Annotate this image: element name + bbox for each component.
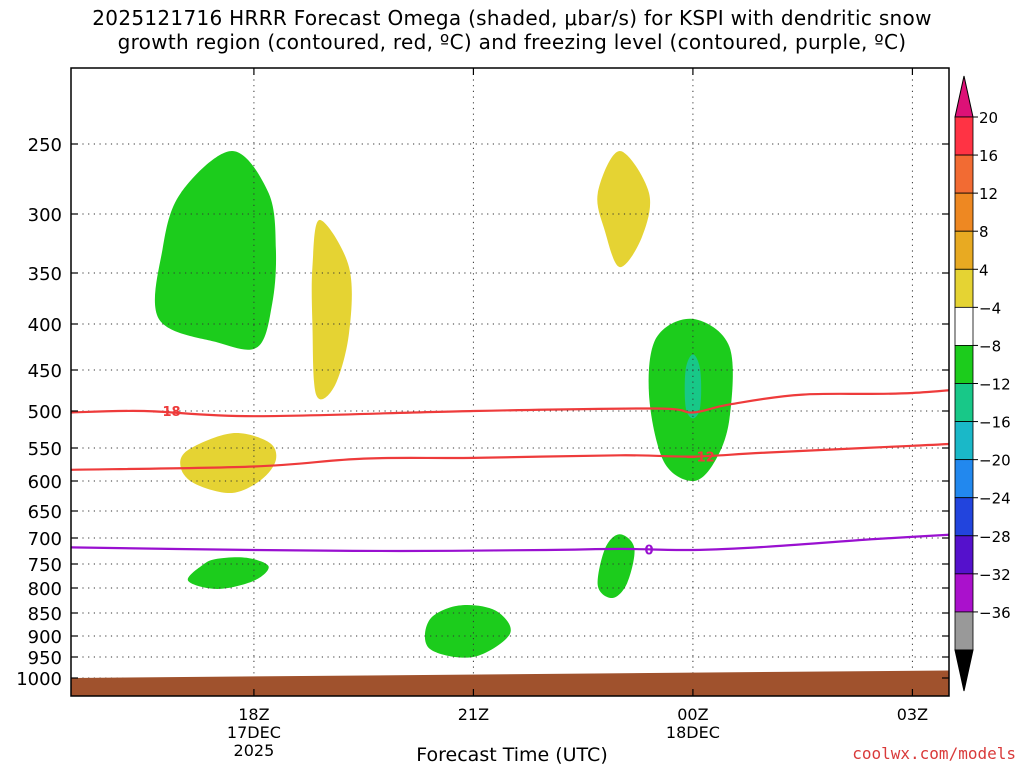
y-tick-label-500: 500	[28, 402, 62, 423]
y-tick-label-750: 750	[28, 555, 62, 576]
omega-region-yellow-2	[180, 433, 277, 494]
colorbar-label-4: 4	[979, 261, 989, 279]
colorbar-label-9: −20	[979, 452, 1011, 470]
x-tick-label-00Z-1: 18DEC	[666, 723, 720, 742]
colorbar-swatch-4	[954, 268, 974, 308]
y-tick-label-550: 550	[28, 439, 62, 460]
x-tick-label-18Z-2: 2025	[234, 741, 275, 760]
omega-region-teal-1	[684, 354, 702, 419]
y-tick-label-400: 400	[28, 315, 62, 336]
chart-title-line-1: 2025121716 HRRR Forecast Omega (shaded, …	[92, 6, 932, 30]
x-tick-label-18Z-1: 17DEC	[227, 723, 281, 742]
omega-shading-layer	[154, 151, 733, 658]
colorbar-label-2: 12	[979, 185, 998, 203]
ground-terrain	[71, 670, 949, 696]
y-tick-label-950: 950	[28, 648, 62, 669]
omega-region-green-3	[424, 604, 511, 658]
contour-layer: −18−18−1200	[71, 389, 949, 558]
colorbar-label-5: −4	[979, 299, 1001, 317]
y-tick-label-650: 650	[28, 502, 62, 523]
y-tick-label-1000: 1000	[16, 669, 62, 690]
omega-region-yellow-1	[311, 219, 352, 400]
colorbar-swatch-0	[954, 116, 974, 156]
colorbar-label-11: −28	[979, 528, 1011, 546]
colorbar-swatch-3	[954, 230, 974, 270]
colorbar-top-arrow	[954, 75, 974, 118]
colorbar-label-12: −32	[979, 566, 1011, 584]
colorbar-swatch-7	[954, 383, 974, 422]
contour-label-dendritic-minus18-0: −18	[152, 405, 181, 420]
colorbar-swatch-2	[954, 192, 974, 232]
x-tick-label-18Z-0: 18Z	[238, 705, 269, 724]
y-tick-label-850: 850	[28, 604, 62, 625]
colorbar: 20 16 12 8 4 −4 −8 −12 −16 −20 −24 −28 −32 −36	[954, 75, 1011, 692]
y-tick-label-350: 350	[28, 264, 62, 285]
colorbar-label-1: 16	[979, 147, 998, 165]
omega-region-green-1	[154, 151, 277, 350]
x-tick-label-21Z-0: 21Z	[458, 705, 489, 724]
colorbar-swatch-5	[954, 306, 974, 346]
colorbar-swatch-9	[954, 459, 974, 499]
colorbar-swatch-6	[954, 345, 974, 384]
colorbar-swatch-10	[954, 497, 974, 537]
x-tick-label-00Z-0: 00Z	[677, 705, 708, 724]
chart-title: 2025121716 HRRR Forecast Omega (shaded, …	[0, 6, 1024, 54]
plot-frame	[70, 67, 950, 697]
colorbar-label-0: 20	[979, 109, 998, 127]
y-tick-label-800: 800	[28, 579, 62, 600]
axes-layer: 2503003504004505005506006507007508008509…	[16, 68, 949, 760]
y-tick-label-700: 700	[28, 529, 62, 550]
colorbar-label-13: −36	[979, 604, 1011, 622]
contour-dendritic-minus12	[71, 442, 949, 471]
credit-text: coolwx.com/models	[852, 744, 1016, 763]
colorbar-swatch-12	[954, 573, 974, 613]
y-tick-label-600: 600	[28, 472, 62, 493]
contour-label-freezing-level-0: 0	[644, 543, 653, 558]
x-axis-label: Forecast Time (UTC)	[416, 744, 608, 766]
chart-title-line-2: growth region (contoured, red, ºC) and f…	[117, 30, 907, 54]
colorbar-label-3: 8	[979, 223, 989, 241]
omega-region-yellow-3	[597, 151, 651, 268]
colorbar-label-7: −12	[979, 376, 1011, 394]
omega-region-green-2	[187, 557, 269, 589]
ground-layer	[71, 670, 949, 696]
contour-freezing-level	[71, 533, 949, 553]
y-tick-label-250: 250	[28, 135, 62, 156]
colorbar-swatch-11	[954, 535, 974, 575]
x-tick-label-03Z-0: 03Z	[897, 705, 928, 724]
colorbar-swatch-1	[954, 154, 974, 194]
colorbar-swatch-8	[954, 421, 974, 461]
colorbar-label-8: −16	[979, 414, 1011, 432]
colorbar-bottom-arrow	[954, 649, 974, 692]
y-tick-label-300: 300	[28, 205, 62, 226]
colorbar-label-10: −24	[979, 490, 1011, 508]
colorbar-swatch-13	[954, 611, 974, 651]
contour-dendritic-minus18	[71, 389, 949, 418]
omega-region-green-4	[597, 534, 635, 599]
colorbar-label-6: −8	[979, 337, 1001, 355]
contour-label-dendritic-minus12-0: −12	[686, 451, 715, 466]
y-tick-label-900: 900	[28, 627, 62, 648]
y-tick-label-450: 450	[28, 361, 62, 382]
